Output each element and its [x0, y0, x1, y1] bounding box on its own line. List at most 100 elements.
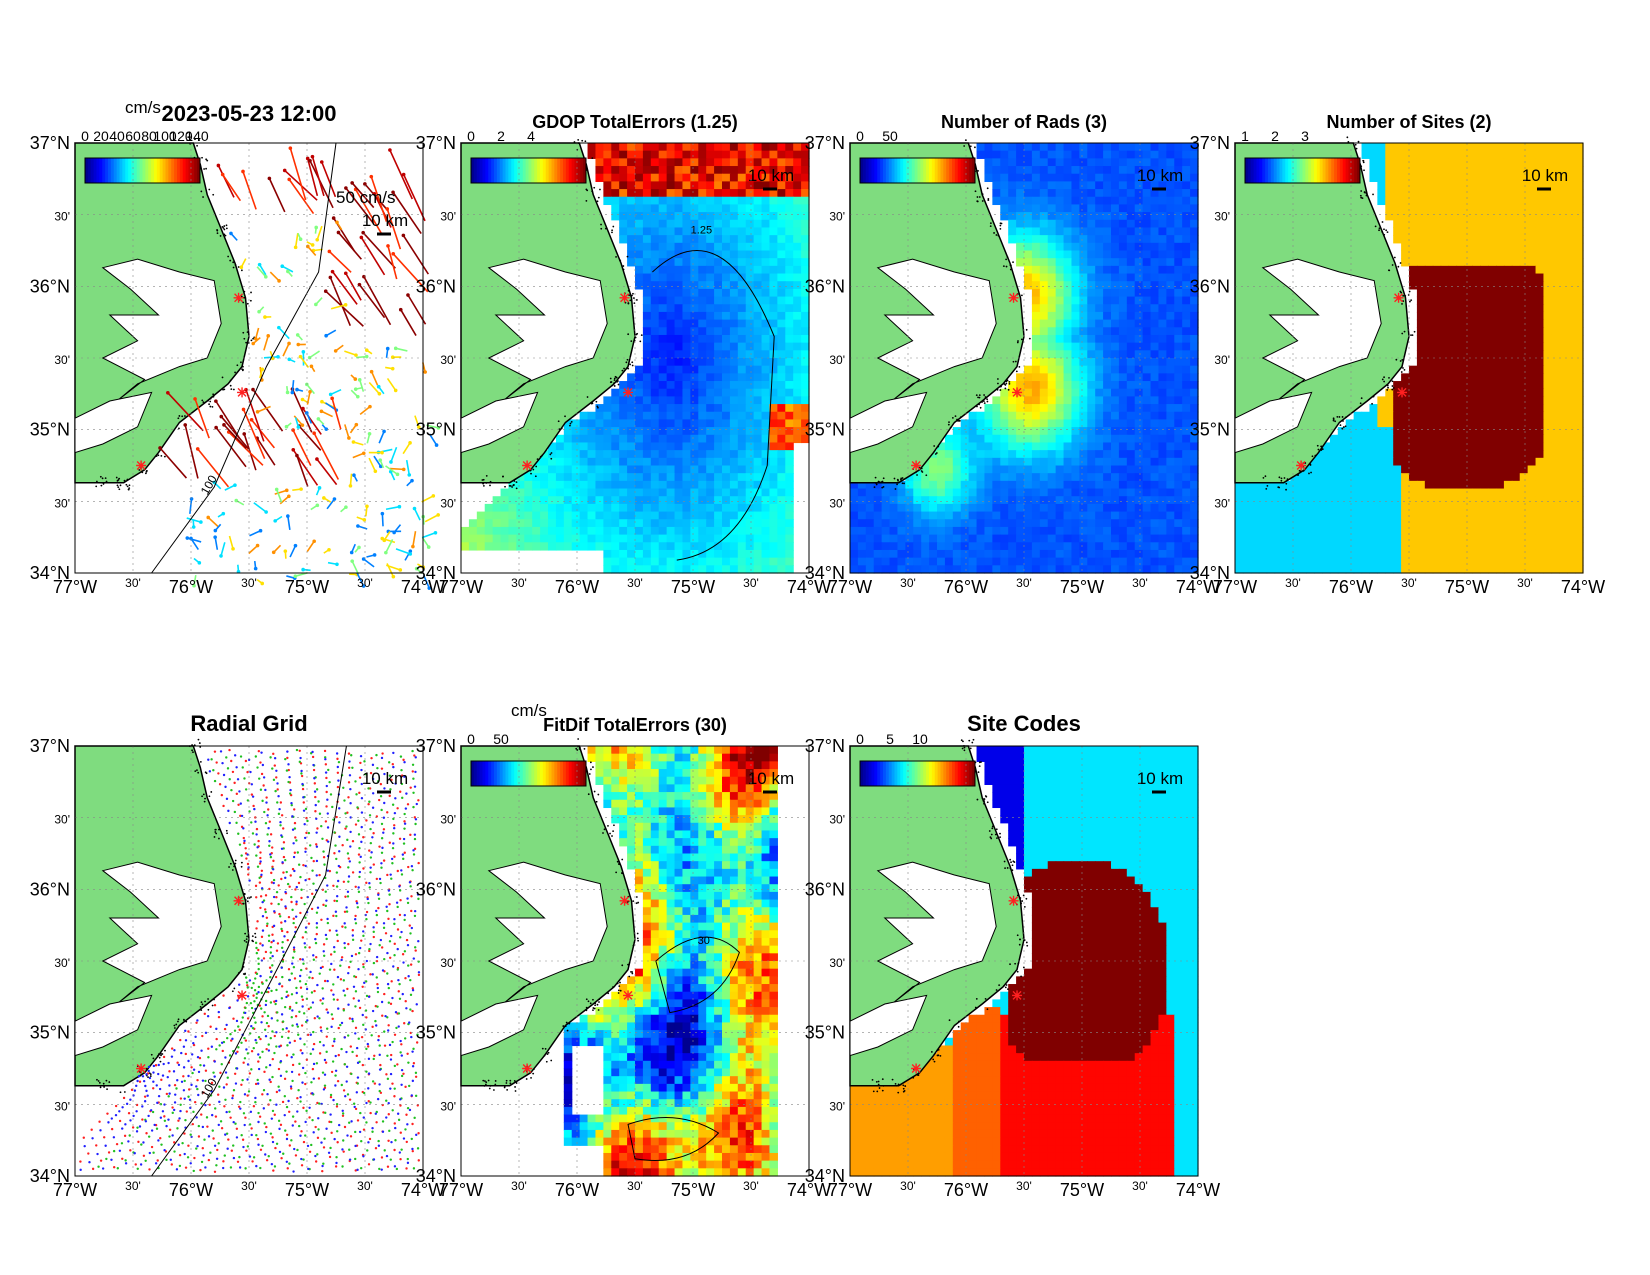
- heatmap-cell: [1567, 143, 1576, 152]
- heatmap-cell: [658, 480, 668, 490]
- heatmap-cell: [1095, 158, 1104, 167]
- heatmap-cell: [1488, 181, 1497, 190]
- coast-dot: [141, 471, 144, 474]
- heatmap-cell: [698, 311, 707, 321]
- heatmap-cell: [745, 258, 755, 267]
- coast-dot: [569, 424, 571, 427]
- heatmap-cell: [1559, 150, 1568, 159]
- heatmap-cell: [1016, 565, 1025, 574]
- heatmap-cell: [1024, 365, 1033, 374]
- heatmap-cell: [468, 542, 478, 551]
- colorbar-tick: 4: [527, 128, 535, 144]
- heatmap-cell: [1142, 166, 1152, 175]
- heatmap-cell: [1071, 196, 1080, 206]
- site-marker: [623, 387, 634, 398]
- heatmap-cell: [1174, 526, 1183, 536]
- heatmap-cell: [714, 473, 723, 482]
- heatmap-cell: [1126, 227, 1136, 236]
- heatmap-cell: [1543, 158, 1552, 167]
- current-vector: [289, 545, 297, 558]
- heatmap-cell: [1432, 250, 1442, 259]
- heatmap-cell: [587, 473, 597, 482]
- current-vector-head: [401, 172, 406, 177]
- heatmap-cell: [1016, 150, 1025, 159]
- heatmap-cell: [1134, 212, 1144, 221]
- heatmap-cell: [1142, 542, 1152, 551]
- heatmap-cell: [1527, 319, 1537, 328]
- colorbar-swatch: [560, 158, 564, 183]
- heatmap-cell: [1182, 496, 1191, 505]
- heatmap-cell: [1182, 173, 1191, 182]
- heatmap-cell: [881, 542, 891, 551]
- current-vector: [159, 447, 188, 479]
- heatmap-cell: [1503, 181, 1513, 190]
- heatmap-cell: [737, 158, 747, 167]
- heatmap-cell: [952, 565, 962, 574]
- heatmap-cell: [753, 334, 763, 344]
- heatmap-cell: [753, 565, 763, 574]
- heatmap-cell: [1095, 457, 1104, 467]
- heatmap-cell: [960, 519, 970, 528]
- heatmap-cell: [1111, 311, 1120, 321]
- heatmap-cell: [476, 542, 486, 551]
- heatmap-cell: [1182, 511, 1191, 520]
- heatmap-cell: [595, 434, 604, 444]
- heatmap-cell: [658, 411, 668, 421]
- coast-dot: [639, 340, 642, 343]
- heatmap-cell: [1087, 457, 1096, 467]
- coast-dot: [986, 400, 989, 403]
- heatmap-cell: [1496, 296, 1505, 305]
- heatmap-cell: [737, 465, 747, 474]
- heatmap-cell: [674, 503, 684, 513]
- heatmap-cell: [666, 227, 676, 236]
- heatmap-cell: [627, 212, 636, 221]
- coast-dot: [209, 400, 212, 403]
- heatmap-cell: [1166, 519, 1175, 528]
- coast-dot: [125, 483, 128, 486]
- current-vector: [220, 416, 250, 450]
- heatmap-cell: [1126, 204, 1136, 213]
- coast-dot: [550, 457, 553, 460]
- heatmap-cell: [801, 419, 810, 428]
- heatmap-cell: [540, 511, 549, 520]
- heatmap-cell: [793, 288, 802, 298]
- heatmap-cell: [1448, 288, 1458, 298]
- coast-dot: [999, 389, 1002, 391]
- heatmap-cell: [1126, 381, 1136, 390]
- heatmap-cell: [761, 388, 771, 397]
- heatmap-cell: [1055, 227, 1065, 236]
- heatmap-cell: [1047, 288, 1057, 298]
- current-vector: [252, 389, 284, 432]
- coast-dot: [209, 405, 212, 408]
- heatmap-cell: [698, 565, 707, 574]
- heatmap-cell: [1134, 150, 1144, 159]
- heatmap-cell: [921, 526, 930, 536]
- heatmap-cell: [1575, 250, 1584, 259]
- heatmap-cell: [1464, 281, 1473, 290]
- heatmap-cell: [769, 442, 778, 451]
- heatmap-cell: [1150, 565, 1160, 574]
- heatmap-cell: [1118, 166, 1128, 175]
- heatmap-cell: [1567, 258, 1576, 267]
- heatmap-cell: [1158, 557, 1167, 566]
- heatmap-cell: [737, 442, 747, 451]
- heatmap-cell: [761, 526, 771, 536]
- heatmap-cell: [777, 242, 786, 252]
- heatmap-cell: [937, 542, 946, 551]
- heatmap-cell: [1024, 549, 1033, 559]
- heatmap-cell: [785, 434, 794, 444]
- heatmap-cell: [690, 557, 699, 566]
- heatmap-cell: [579, 442, 589, 451]
- y-tick-label: 30': [54, 353, 70, 367]
- heatmap-cell: [619, 227, 628, 236]
- heatmap-cell: [1432, 212, 1442, 221]
- heatmap-cell: [1503, 281, 1513, 290]
- colorbar-tick: 20: [93, 128, 109, 144]
- heatmap-cell: [1079, 542, 1088, 551]
- heatmap-cell: [682, 258, 691, 267]
- heatmap-cell: [1055, 542, 1065, 551]
- heatmap-cell: [658, 334, 668, 344]
- heatmap-cell: [642, 166, 652, 175]
- heatmap-cell: [1150, 503, 1160, 513]
- heatmap-cell: [1424, 219, 1434, 229]
